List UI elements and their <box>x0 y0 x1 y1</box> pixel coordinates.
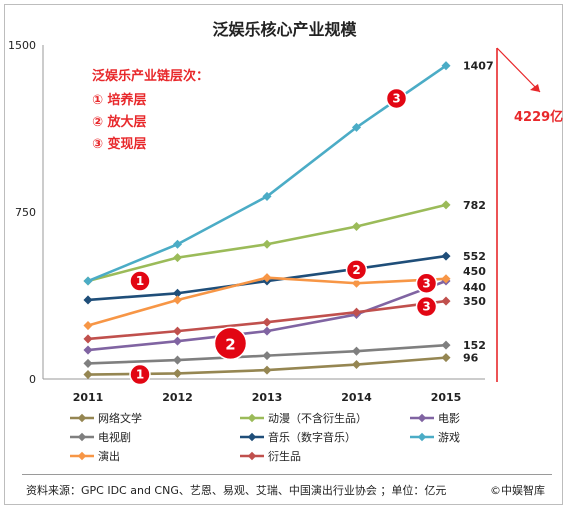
data-point <box>83 358 93 368</box>
data-label: 350 <box>463 295 486 308</box>
layer-marker-label: 3 <box>392 91 400 105</box>
data-point <box>172 295 183 305</box>
data-point <box>441 296 451 306</box>
layer-marker-label: 3 <box>422 276 430 290</box>
data-label: 440 <box>463 281 486 294</box>
data-point <box>172 368 183 378</box>
data-point <box>441 353 451 363</box>
copyright-credit: ©中娱智库 <box>490 484 545 497</box>
data-point <box>172 336 183 346</box>
data-point <box>262 317 272 327</box>
data-source: 资料来源：GPC IDC and CNG、艺恩、易观、艾瑞、中国演出行业协会 ；… <box>26 484 447 497</box>
legend-marker <box>77 413 87 423</box>
data-point <box>172 326 183 336</box>
data-point <box>83 334 93 344</box>
x-tick-label: 2013 <box>252 391 283 404</box>
annotation-layer: ③ 变现层 <box>92 136 147 152</box>
annotation-layer: ② 放大层 <box>92 114 147 130</box>
legend-label: 电视剧 <box>98 430 131 444</box>
data-label: 1407 <box>463 60 494 73</box>
x-tick-label: 2012 <box>162 391 193 404</box>
layer-marker <box>345 259 368 281</box>
total-bracket-arrow <box>496 47 541 93</box>
data-point <box>172 239 183 249</box>
x-tick-label: 2015 <box>431 391 462 404</box>
layer-marker-label: 1 <box>136 274 144 288</box>
data-label: 782 <box>463 199 486 212</box>
y-tick-label: 0 <box>29 373 36 386</box>
data-point <box>351 360 362 370</box>
layer-marker <box>415 272 438 295</box>
x-tick-label: 2014 <box>341 391 372 404</box>
data-point <box>172 355 183 365</box>
data-label: 96 <box>463 352 479 365</box>
data-point <box>172 253 183 263</box>
data-point <box>351 221 362 231</box>
data-label: 552 <box>463 250 486 263</box>
data-label: 152 <box>463 339 486 352</box>
data-point <box>441 200 451 210</box>
legend-label: 衍生品 <box>268 449 301 463</box>
data-point <box>83 295 93 305</box>
total-label: 4229亿 <box>514 109 563 125</box>
legend-label: 演出 <box>98 449 120 463</box>
legend-label: 音乐（数字音乐） <box>268 430 356 444</box>
chart-title: 泛娱乐核心产业规模 <box>212 20 357 39</box>
data-point <box>441 340 451 350</box>
y-tick-label: 1500 <box>8 39 36 52</box>
data-point <box>262 365 272 375</box>
data-point <box>441 251 451 261</box>
data-point <box>262 351 272 361</box>
legend-marker <box>77 451 87 461</box>
layer-marker <box>129 363 151 386</box>
data-point <box>351 346 362 356</box>
footer-divider <box>22 474 552 475</box>
legend-label: 动漫（不含衍生品） <box>268 411 367 425</box>
data-point <box>262 239 272 249</box>
legend-marker <box>77 432 87 442</box>
data-point <box>262 326 272 336</box>
layer-marker <box>385 87 408 110</box>
legend-label: 电影 <box>438 412 460 425</box>
legend-marker <box>247 432 257 442</box>
y-tick-label: 750 <box>15 206 36 219</box>
layer-marker-label: 2 <box>352 263 360 277</box>
data-point <box>83 276 93 286</box>
layer-marker-label: 2 <box>225 335 235 353</box>
data-point <box>172 288 183 298</box>
total-bracket-arrowhead <box>530 84 540 92</box>
legend-marker <box>247 451 257 461</box>
chart-frame <box>4 4 563 505</box>
data-point <box>83 370 93 380</box>
annotation-title: 泛娱乐产业链层次： <box>92 68 209 84</box>
layer-marker <box>415 295 438 318</box>
legend-label: 游戏 <box>438 431 460 444</box>
legend-marker <box>417 413 427 423</box>
data-point <box>351 122 362 132</box>
annotation-layer: ① 培养层 <box>92 92 147 108</box>
layer-marker <box>213 326 248 361</box>
legend-marker <box>417 432 427 442</box>
x-tick-label: 2011 <box>73 391 104 404</box>
legend-marker <box>247 413 257 423</box>
data-label: 450 <box>463 265 486 278</box>
data-point <box>83 321 93 331</box>
layer-marker <box>129 270 151 292</box>
legend-label: 网络文学 <box>98 411 142 425</box>
data-point <box>83 345 93 355</box>
layer-marker-label: 1 <box>136 368 144 382</box>
layer-marker-label: 3 <box>422 300 430 314</box>
